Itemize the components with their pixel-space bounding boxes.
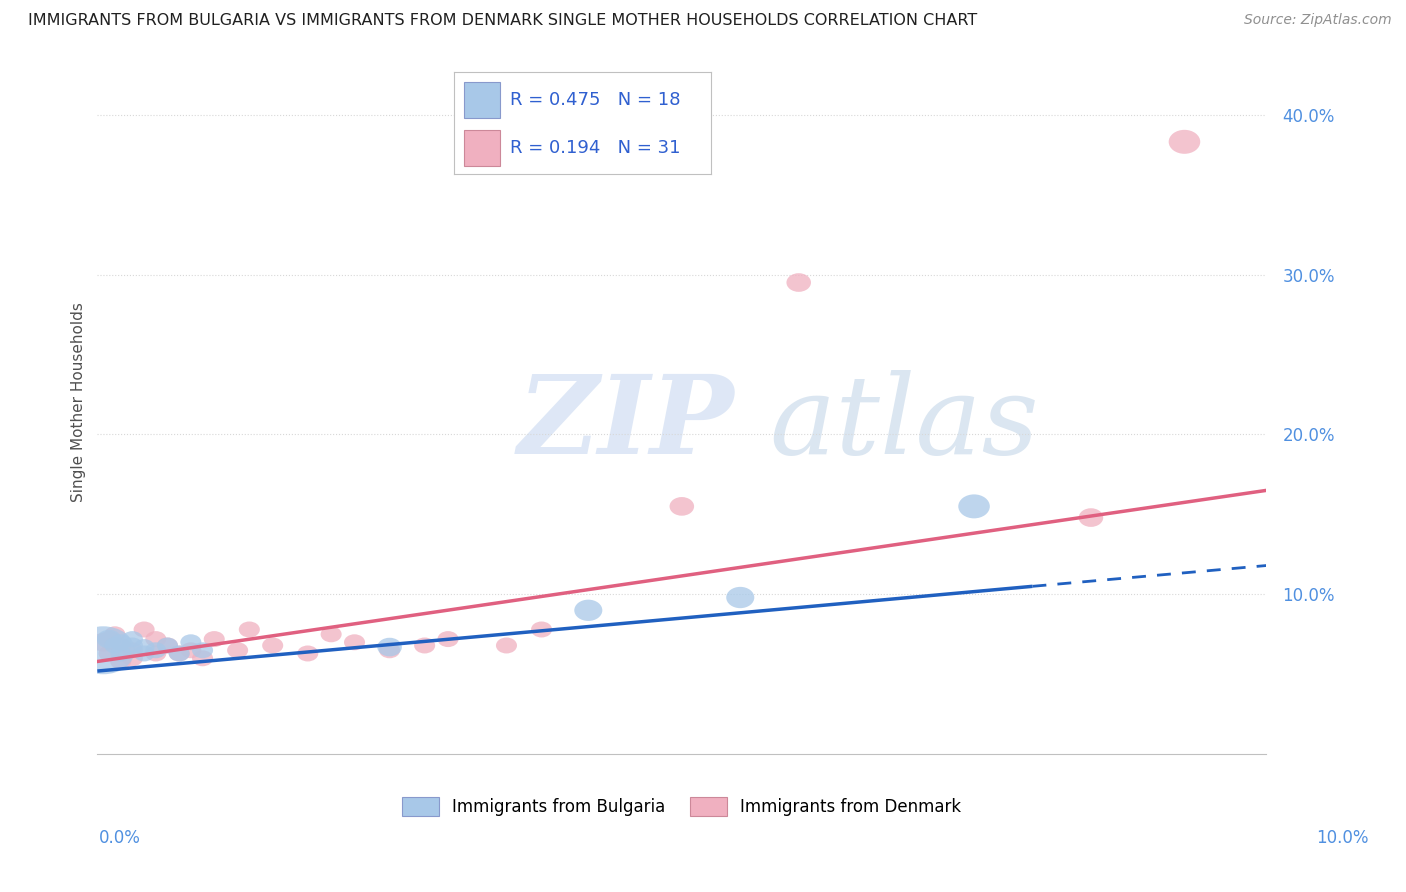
Ellipse shape bbox=[145, 646, 166, 662]
Ellipse shape bbox=[91, 633, 115, 652]
Ellipse shape bbox=[110, 646, 131, 662]
Ellipse shape bbox=[297, 646, 318, 662]
Text: ZIP: ZIP bbox=[519, 370, 735, 477]
Ellipse shape bbox=[727, 587, 754, 608]
Ellipse shape bbox=[959, 494, 990, 518]
Ellipse shape bbox=[574, 599, 602, 621]
Ellipse shape bbox=[145, 642, 166, 658]
Ellipse shape bbox=[204, 632, 225, 647]
Ellipse shape bbox=[157, 638, 179, 654]
Ellipse shape bbox=[180, 642, 201, 658]
Ellipse shape bbox=[145, 632, 166, 647]
Ellipse shape bbox=[134, 646, 155, 662]
Ellipse shape bbox=[110, 654, 131, 670]
Ellipse shape bbox=[344, 634, 366, 650]
Ellipse shape bbox=[134, 622, 155, 638]
Ellipse shape bbox=[1168, 130, 1201, 153]
Ellipse shape bbox=[193, 642, 214, 658]
Ellipse shape bbox=[437, 632, 458, 647]
Ellipse shape bbox=[122, 642, 143, 658]
Ellipse shape bbox=[122, 650, 143, 666]
Y-axis label: Single Mother Households: Single Mother Households bbox=[72, 302, 86, 502]
Ellipse shape bbox=[377, 638, 402, 657]
Text: Source: ZipAtlas.com: Source: ZipAtlas.com bbox=[1244, 13, 1392, 28]
Ellipse shape bbox=[415, 638, 436, 654]
Ellipse shape bbox=[193, 650, 214, 666]
Text: 0.0%: 0.0% bbox=[98, 829, 141, 847]
Ellipse shape bbox=[496, 638, 517, 654]
Ellipse shape bbox=[169, 646, 190, 662]
Legend: Immigrants from Bulgaria, Immigrants from Denmark: Immigrants from Bulgaria, Immigrants fro… bbox=[402, 797, 962, 816]
Ellipse shape bbox=[321, 626, 342, 642]
Ellipse shape bbox=[110, 638, 131, 654]
Ellipse shape bbox=[98, 632, 120, 647]
Ellipse shape bbox=[1078, 508, 1104, 527]
Ellipse shape bbox=[122, 632, 143, 647]
Ellipse shape bbox=[169, 646, 190, 662]
Ellipse shape bbox=[669, 497, 695, 516]
Ellipse shape bbox=[97, 630, 121, 648]
Ellipse shape bbox=[72, 626, 135, 674]
Text: IMMIGRANTS FROM BULGARIA VS IMMIGRANTS FROM DENMARK SINGLE MOTHER HOUSEHOLDS COR: IMMIGRANTS FROM BULGARIA VS IMMIGRANTS F… bbox=[28, 13, 977, 29]
Ellipse shape bbox=[134, 639, 155, 655]
Ellipse shape bbox=[228, 642, 247, 658]
Ellipse shape bbox=[180, 634, 201, 650]
Ellipse shape bbox=[98, 646, 120, 662]
Ellipse shape bbox=[122, 638, 143, 654]
Text: atlas: atlas bbox=[769, 370, 1039, 477]
Ellipse shape bbox=[262, 638, 283, 654]
Ellipse shape bbox=[104, 626, 125, 642]
Ellipse shape bbox=[380, 642, 401, 658]
Ellipse shape bbox=[531, 622, 553, 638]
Ellipse shape bbox=[104, 638, 125, 654]
Ellipse shape bbox=[239, 622, 260, 638]
Ellipse shape bbox=[786, 273, 811, 292]
Ellipse shape bbox=[157, 638, 179, 654]
Text: 10.0%: 10.0% bbox=[1316, 829, 1369, 847]
Ellipse shape bbox=[110, 634, 131, 650]
